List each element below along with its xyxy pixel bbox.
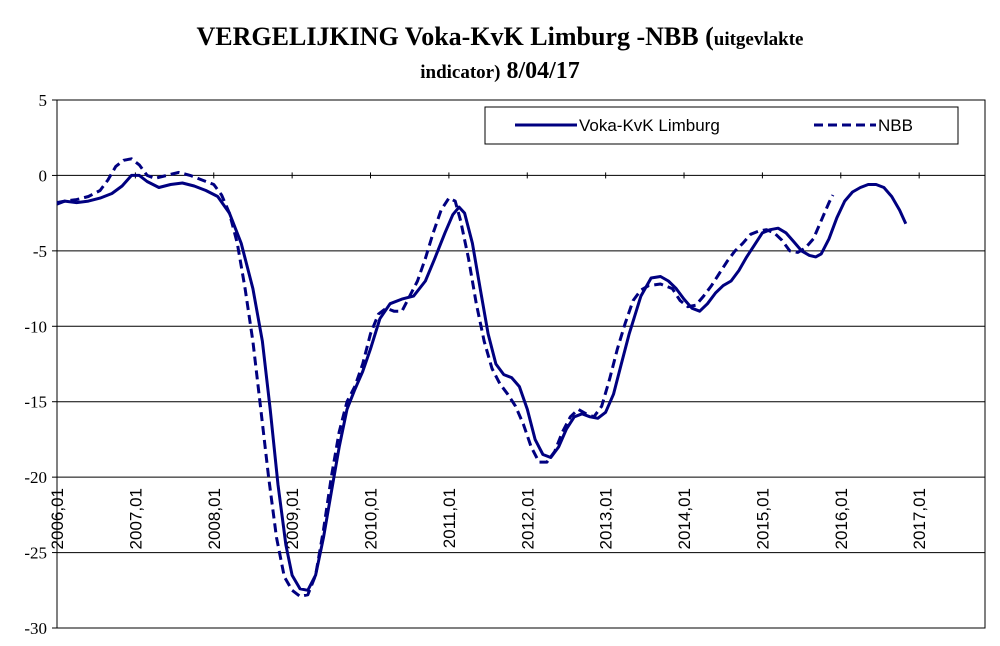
x-tick-label: 2010,01 (362, 488, 381, 549)
chart-title-indicator: indicator) (420, 62, 501, 83)
y-tick-label: -10 (24, 317, 47, 336)
chart-title-line-1: VERGELIJKING Voka-KvK Limburg -NBB (uitg… (0, 22, 1000, 52)
y-tick-label: 5 (39, 91, 48, 110)
x-tick-label: 2011,01 (440, 488, 459, 548)
x-tick-label: 2014,01 (675, 488, 694, 549)
y-tick-label: -30 (24, 619, 47, 638)
chart-title-date: 8/04/17 (506, 58, 580, 84)
chart-title-small: uitgevlakte (713, 29, 804, 50)
y-tick-label: -15 (24, 393, 47, 412)
y-tick-label: 0 (39, 166, 48, 185)
x-tick-label: 2013,01 (597, 488, 616, 549)
x-axis-ticks: 2006,01 2007,01 2008,01 2009,01 2010,01 2011,… (48, 172, 929, 549)
legend: Voka-KvK Limburg NBB (484, 106, 959, 145)
legend-label-nbb: NBB (878, 116, 913, 135)
axes (56, 99, 986, 629)
x-tick-label: 2008,01 (205, 488, 224, 549)
y-tick-label: -20 (24, 468, 47, 487)
y-axis-ticks: 5 0 -5 -10 -15 -20 -25 -30 (24, 91, 57, 638)
x-tick-label: 2007,01 (126, 488, 145, 549)
chart-title-main: VERGELIJKING Voka-KvK Limburg -NBB (196, 22, 699, 51)
x-tick-label: 2015,01 (753, 488, 772, 549)
x-tick-label: 2016,01 (832, 488, 851, 549)
chart-title-line-2: indicator) 8/04/17 (0, 58, 1000, 85)
y-tick-label: -25 (24, 544, 47, 563)
x-tick-label: 2012,01 (518, 488, 537, 549)
x-tick-label: 2006,01 (48, 488, 67, 549)
series-line-nbb (56, 157, 835, 598)
chart-title-paren: ( (705, 22, 714, 51)
x-tick-label: 2009,01 (283, 488, 302, 549)
legend-label-voka-kvk-limburg: Voka-KvK Limburg (579, 116, 720, 135)
y-tick-label: -5 (33, 242, 47, 261)
plot-area-border (56, 99, 986, 629)
series-line-voka-kvk-limburg (56, 173, 908, 592)
x-tick-label: 2017,01 (910, 488, 929, 549)
series-lines (56, 157, 908, 598)
